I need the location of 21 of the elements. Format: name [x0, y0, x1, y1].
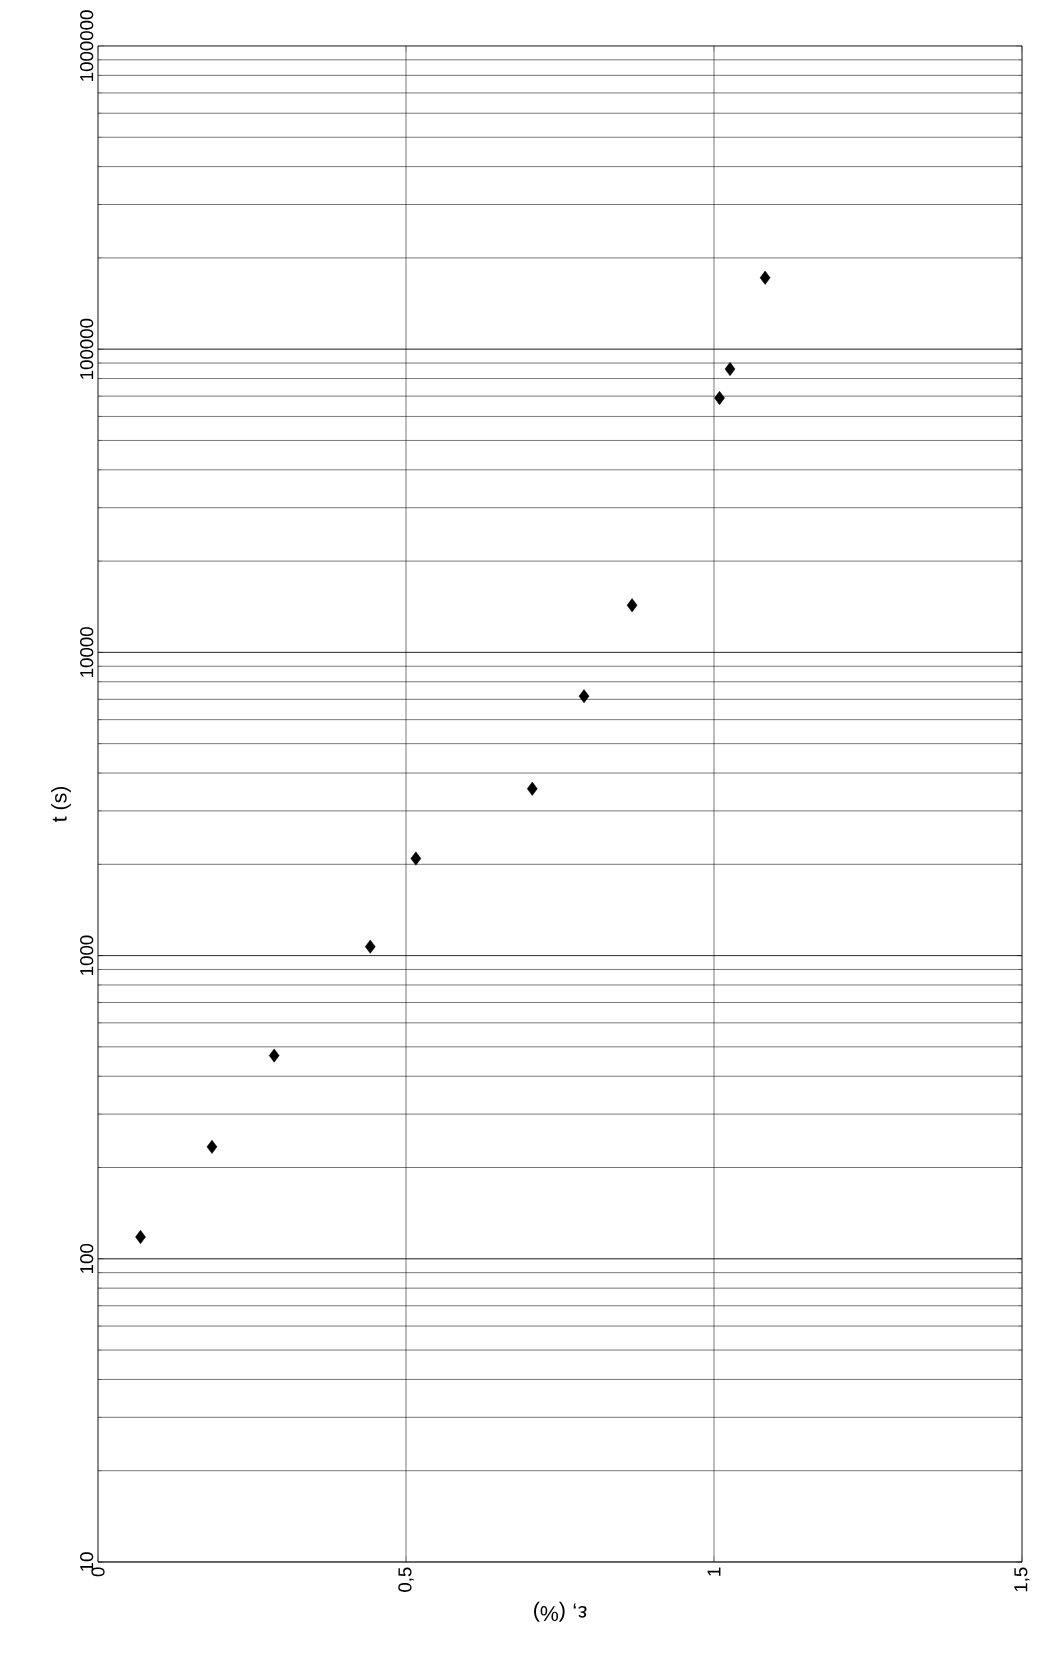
x-axis-title: ε, (%) — [534, 1601, 587, 1622]
x-tick-label: 1 — [707, 1567, 721, 1576]
y-tick-label: 100000 — [80, 318, 94, 379]
point — [527, 781, 538, 796]
point — [365, 939, 376, 954]
y-tick-label: 1000 — [80, 935, 94, 975]
point — [410, 851, 422, 866]
y-tick-label: 100 — [80, 1243, 94, 1273]
y-tick-label: 1000000 — [80, 10, 94, 81]
point — [268, 1048, 280, 1063]
point — [759, 270, 771, 285]
point — [714, 391, 725, 405]
y-axis-title: t (s) — [51, 786, 71, 823]
x-tick-label: 0,5 — [398, 1567, 414, 1592]
x-tick-label: 1,5 — [1014, 1567, 1030, 1592]
point — [578, 689, 590, 704]
point — [724, 362, 736, 376]
y-tick-label: 10000 — [80, 627, 94, 677]
point — [206, 1139, 218, 1154]
point — [626, 598, 638, 613]
point — [135, 1230, 146, 1244]
